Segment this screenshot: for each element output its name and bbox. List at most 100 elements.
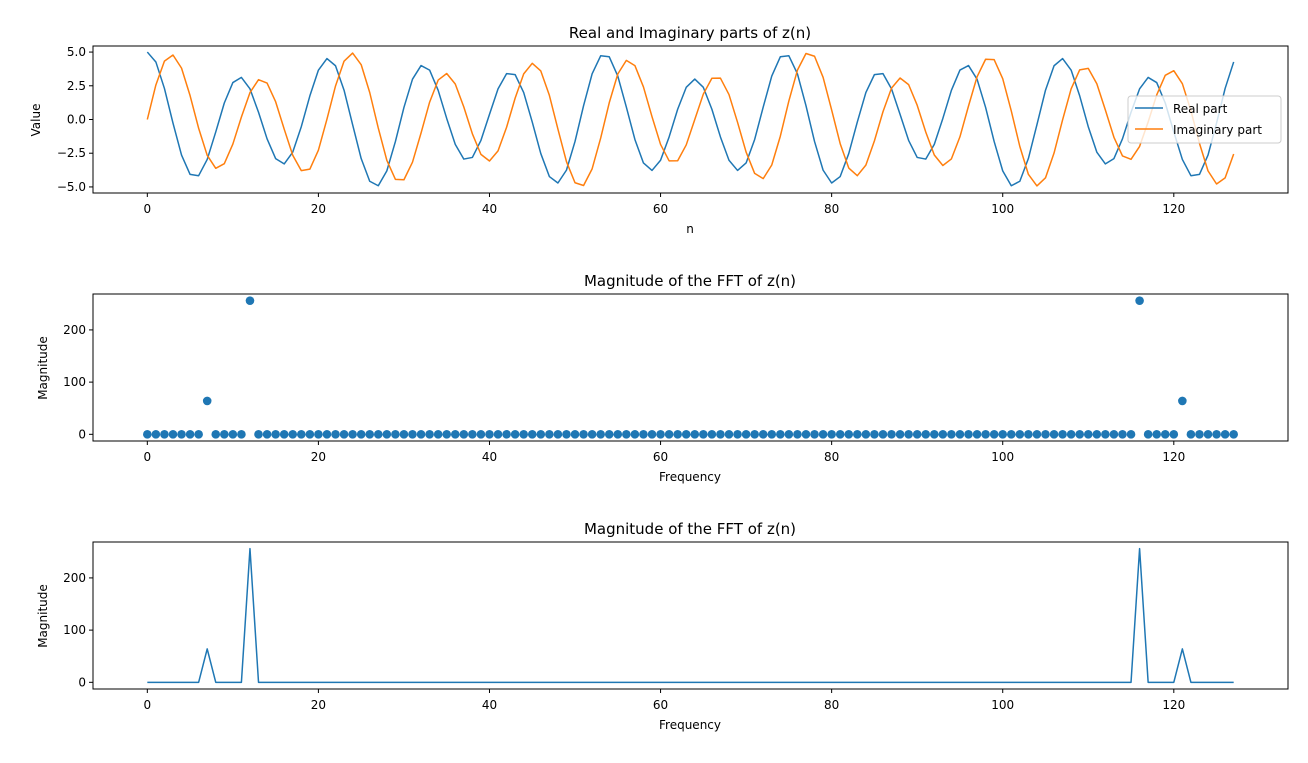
x-axis-label: Frequency (659, 718, 721, 732)
data-point (194, 430, 203, 439)
data-point (502, 430, 511, 439)
x-tick-label: 0 (143, 202, 151, 216)
data-point (562, 430, 571, 439)
data-point (750, 430, 759, 439)
data-point (433, 430, 443, 439)
data-point (1195, 430, 1204, 439)
data-point (391, 430, 400, 439)
x-tick-label: 60 (653, 202, 668, 216)
data-point (305, 430, 315, 439)
data-point (1229, 430, 1238, 439)
y-tick-label: 0.0 (67, 113, 86, 127)
data-point (947, 430, 956, 439)
data-point (1092, 430, 1102, 439)
data-point (442, 430, 452, 439)
time-domain-subplot: Real and Imaginary parts of z(n) 0 20 40 60… (29, 24, 1289, 236)
data-point (1178, 396, 1187, 406)
x-tick-label: 100 (991, 450, 1014, 464)
y-tick-label: 0 (78, 675, 86, 689)
data-point (408, 430, 417, 439)
data-point (553, 430, 563, 439)
data-point (981, 430, 990, 439)
data-point (1041, 430, 1050, 439)
data-point (237, 430, 246, 439)
data-point (468, 430, 477, 439)
data-point (536, 430, 546, 439)
data-point (373, 430, 383, 439)
data-point (673, 430, 682, 439)
data-point (185, 430, 195, 439)
data-point (1143, 430, 1153, 439)
x-tick-label: 100 (991, 202, 1014, 216)
legend-label-imag: Imaginary part (1173, 123, 1262, 137)
x-tick-label: 100 (991, 698, 1014, 712)
data-point (895, 430, 905, 439)
data-point (639, 430, 648, 439)
data-point (630, 430, 640, 439)
y-tick-label: 0 (78, 427, 86, 441)
x-tick-label: 120 (1162, 202, 1185, 216)
data-point (1203, 430, 1213, 439)
plot-frame (92, 293, 1289, 442)
data-point (647, 430, 657, 439)
data-point (664, 430, 674, 439)
data-point (365, 430, 375, 439)
y-axis-label: Magnitude (36, 336, 50, 400)
x-tick-label: 80 (824, 698, 839, 712)
x-tick-label: 20 (311, 450, 326, 464)
data-point (724, 430, 734, 439)
data-point (776, 430, 785, 439)
data-point (929, 430, 939, 439)
x-tick-label: 80 (824, 202, 839, 216)
x-tick-label: 120 (1162, 450, 1185, 464)
y-tick-label: 5.0 (67, 45, 86, 59)
data-point (998, 430, 1008, 439)
data-point (168, 430, 178, 439)
data-point (699, 430, 708, 439)
data-point (827, 430, 836, 439)
data-point (356, 430, 366, 439)
fft-magnitude-line (147, 547, 1234, 684)
data-point (964, 430, 973, 439)
data-point (228, 430, 238, 439)
data-point (476, 430, 486, 439)
x-tick-label: 40 (482, 202, 497, 216)
x-axis-label: n (686, 222, 694, 236)
data-point (160, 430, 169, 439)
legend: Real part Imaginary part (1127, 95, 1282, 144)
data-point (202, 396, 212, 406)
data-point (416, 430, 426, 439)
data-point (339, 430, 349, 439)
data-point (887, 430, 896, 439)
data-point (493, 430, 503, 439)
data-point (143, 430, 152, 439)
data-point (741, 430, 751, 439)
y-tick-label: 2.5 (67, 79, 86, 93)
data-point (1109, 430, 1119, 439)
chart-title: Magnitude of the FFT of z(n) (584, 272, 796, 290)
data-point (955, 430, 965, 439)
data-point (921, 430, 931, 439)
data-point (1024, 430, 1033, 439)
data-point (459, 430, 469, 439)
x-tick-label: 120 (1162, 698, 1185, 712)
x-tick-label: 20 (311, 698, 326, 712)
data-point (322, 430, 332, 439)
data-point (254, 430, 263, 439)
fft-scatter-subplot: Magnitude of the FFT of z(n) 0 20 40 60 80 10… (36, 272, 1289, 484)
data-point (527, 430, 537, 439)
data-point (912, 430, 922, 439)
y-axis-label: Magnitude (36, 584, 50, 648)
data-point (1152, 430, 1161, 439)
data-point (690, 430, 700, 439)
x-tick-label: 40 (482, 698, 497, 712)
data-point (425, 430, 434, 439)
y-tick-label: 200 (63, 571, 86, 585)
chart-title: Real and Imaginary parts of z(n) (569, 24, 811, 42)
data-point (1101, 430, 1110, 439)
data-point (245, 296, 255, 305)
x-tick-label: 60 (653, 450, 668, 464)
data-point (878, 430, 888, 439)
x-tick-label: 40 (482, 450, 497, 464)
